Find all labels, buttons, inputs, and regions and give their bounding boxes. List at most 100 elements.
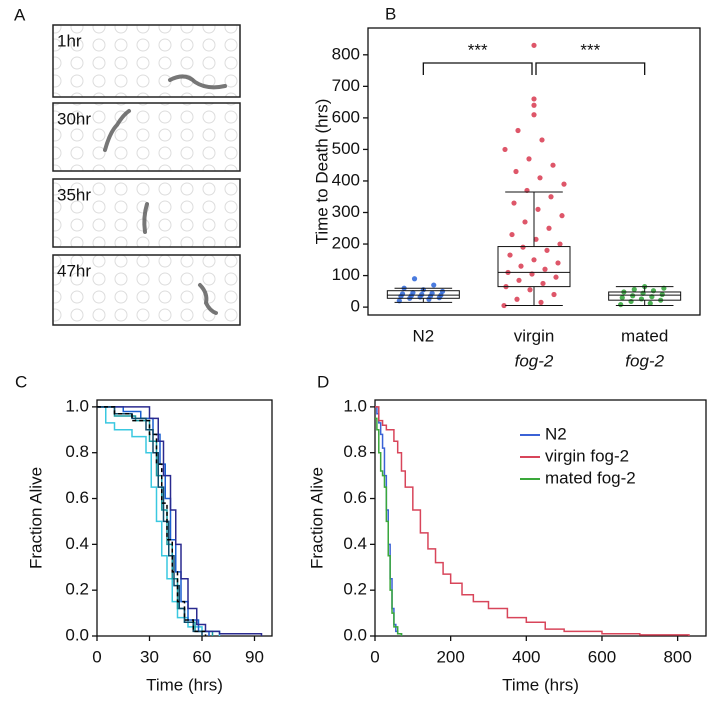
box	[386, 290, 460, 299]
data-point	[553, 274, 559, 280]
survival-curve	[375, 406, 403, 636]
worm	[198, 283, 218, 315]
y-tick-label: 400	[332, 170, 360, 189]
significance-label: ***	[468, 40, 488, 59]
data-point	[531, 42, 537, 48]
data-point	[539, 137, 545, 143]
y-tick-label: 0.6	[65, 488, 89, 507]
frame-label: 47hr	[57, 261, 91, 280]
frame-border	[52, 102, 241, 172]
y-tick-label: 0.8	[65, 442, 89, 461]
y-axis-label: Fraction Alive	[307, 467, 326, 569]
box	[608, 291, 682, 301]
panel-letter: D	[317, 372, 329, 391]
y-tick-label: 0.8	[343, 442, 367, 461]
data-point	[631, 286, 637, 293]
y-tick-label: 1.0	[343, 396, 367, 415]
frame-label: 1hr	[57, 31, 82, 50]
data-point	[520, 244, 526, 250]
frame-label: 30hr	[57, 109, 91, 128]
data-point	[516, 277, 522, 283]
data-point	[561, 181, 567, 187]
data-point	[537, 175, 543, 181]
data-point	[618, 301, 624, 308]
data-point	[509, 231, 515, 238]
survival-curve	[375, 417, 403, 636]
data-point	[431, 282, 437, 288]
y-tick-label: 300	[332, 202, 360, 221]
y-tick-label: 700	[332, 76, 360, 95]
y-tick-label: 0.0	[65, 625, 89, 644]
y-tick-label: 0.6	[343, 488, 367, 507]
x-tick-label: fog-2	[515, 351, 554, 370]
worm	[142, 202, 149, 234]
data-point	[410, 290, 416, 296]
data-point	[650, 288, 657, 294]
survival-curve	[97, 406, 207, 636]
data-point	[628, 298, 634, 305]
frame-border	[52, 254, 241, 326]
panel-letter: B	[385, 4, 396, 23]
y-tick-label: 100	[332, 265, 360, 284]
data-point	[557, 241, 563, 247]
x-tick-label: virgin	[514, 326, 555, 345]
data-point	[522, 219, 528, 225]
data-point	[515, 127, 521, 134]
data-point	[411, 276, 418, 282]
data-point	[540, 280, 546, 287]
frame-border	[52, 24, 241, 98]
data-point	[531, 102, 537, 108]
x-tick-label: 400	[512, 647, 540, 666]
x-tick-label: N2	[412, 326, 434, 345]
frame-label: 35hr	[57, 185, 91, 204]
y-axis-label: Fraction Alive	[26, 467, 45, 569]
frame-image	[53, 255, 240, 325]
data-point	[429, 290, 435, 296]
data-point	[647, 300, 653, 306]
x-tick-label: 600	[588, 647, 616, 666]
y-tick-label: 0	[351, 297, 360, 316]
x-tick-label: 60	[193, 647, 212, 666]
x-axis-label: Time (hrs)	[502, 675, 579, 694]
legend-label: virgin fog-2	[545, 446, 629, 465]
survival-curve	[97, 406, 214, 636]
y-tick-label: 1.0	[65, 396, 89, 415]
data-point	[555, 260, 561, 266]
frame-image	[53, 25, 240, 97]
data-point	[551, 291, 557, 298]
y-tick-label: 200	[332, 234, 360, 253]
x-tick-label: 200	[436, 647, 464, 666]
panel-letter: C	[15, 372, 27, 391]
data-point	[531, 96, 537, 102]
data-point	[399, 291, 406, 297]
data-point	[526, 156, 532, 162]
data-point	[544, 247, 550, 253]
plot-frame	[374, 399, 707, 637]
data-point	[514, 296, 520, 302]
data-point	[531, 112, 537, 118]
data-point	[546, 225, 552, 231]
y-tick-label: 500	[332, 139, 360, 158]
x-tick-label: 800	[663, 647, 691, 666]
legend-label: N2	[545, 424, 567, 443]
x-tick-label: 30	[140, 647, 159, 666]
data-point	[527, 287, 533, 293]
data-point	[542, 266, 548, 272]
frame-border	[52, 178, 241, 248]
y-tick-label: 800	[332, 44, 360, 63]
frame-image	[53, 103, 240, 171]
data-point	[538, 299, 544, 305]
survival-curve	[97, 406, 221, 636]
data-point	[548, 194, 554, 200]
x-tick-label: 0	[92, 647, 101, 666]
data-point	[531, 257, 537, 263]
significance-bracket	[422, 62, 533, 75]
y-tick-label: 0.0	[343, 625, 367, 644]
data-point	[638, 296, 645, 302]
y-tick-label: 600	[332, 107, 360, 126]
x-tick-label: mated	[621, 326, 668, 345]
legend-label: mated fog-2	[545, 468, 636, 487]
data-point	[502, 146, 508, 153]
data-point	[659, 291, 665, 298]
y-tick-label: 0.4	[343, 534, 367, 553]
